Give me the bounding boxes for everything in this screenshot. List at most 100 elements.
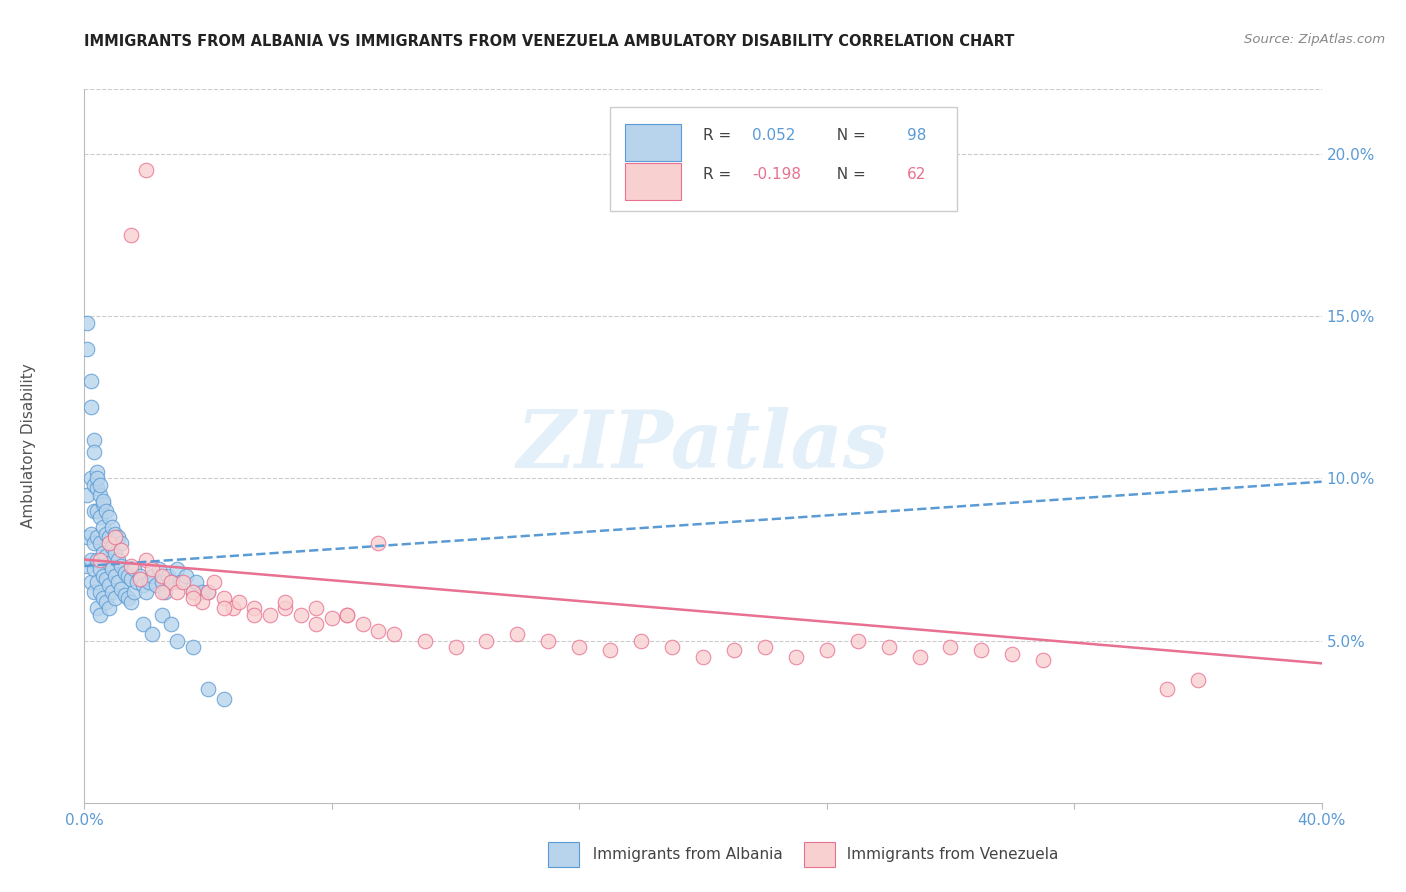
Text: 62: 62 bbox=[907, 168, 927, 182]
Point bbox=[110, 536, 132, 550]
Point bbox=[83, 504, 105, 518]
Point bbox=[79, 400, 101, 414]
Point bbox=[101, 585, 124, 599]
Point bbox=[76, 342, 98, 356]
Point bbox=[101, 520, 124, 534]
Point bbox=[274, 595, 297, 609]
Point bbox=[191, 585, 214, 599]
Text: ZIPatlas: ZIPatlas bbox=[517, 408, 889, 484]
Point bbox=[110, 542, 132, 557]
Point bbox=[98, 578, 121, 592]
Point bbox=[153, 585, 176, 599]
Point bbox=[169, 575, 191, 590]
Point bbox=[336, 607, 359, 622]
Point bbox=[107, 552, 129, 566]
Point bbox=[150, 575, 173, 590]
Point bbox=[160, 575, 183, 590]
Point bbox=[785, 649, 807, 664]
Point bbox=[846, 633, 869, 648]
Point bbox=[86, 575, 108, 590]
Point bbox=[877, 640, 900, 654]
Point bbox=[98, 556, 121, 570]
Point bbox=[166, 562, 188, 576]
Point bbox=[89, 585, 111, 599]
Point bbox=[120, 572, 142, 586]
Point bbox=[141, 562, 163, 576]
Point bbox=[305, 617, 328, 632]
Point bbox=[150, 585, 173, 599]
Point bbox=[89, 478, 111, 492]
Point bbox=[129, 568, 152, 582]
Point bbox=[89, 488, 111, 502]
Point bbox=[259, 607, 281, 622]
Point bbox=[160, 617, 183, 632]
Point bbox=[76, 530, 98, 544]
Point bbox=[754, 640, 776, 654]
Point bbox=[1156, 682, 1178, 697]
Text: R =: R = bbox=[703, 128, 737, 143]
Point bbox=[181, 585, 204, 599]
Point bbox=[290, 607, 312, 622]
Point bbox=[413, 633, 436, 648]
Point bbox=[94, 549, 117, 564]
Point bbox=[367, 624, 389, 638]
Point bbox=[79, 552, 101, 566]
Point bbox=[76, 488, 98, 502]
Point bbox=[117, 591, 139, 606]
Point bbox=[110, 582, 132, 596]
Point bbox=[89, 607, 111, 622]
Point bbox=[91, 520, 114, 534]
Point bbox=[86, 530, 108, 544]
Point bbox=[91, 591, 114, 606]
Point bbox=[135, 163, 157, 178]
Text: N =: N = bbox=[827, 128, 870, 143]
Point bbox=[122, 585, 145, 599]
Text: Source: ZipAtlas.com: Source: ZipAtlas.com bbox=[1244, 33, 1385, 46]
Point bbox=[107, 530, 129, 544]
Point bbox=[79, 526, 101, 541]
Point bbox=[138, 575, 160, 590]
Point bbox=[110, 559, 132, 574]
Point bbox=[367, 536, 389, 550]
Point bbox=[120, 228, 142, 243]
FancyBboxPatch shape bbox=[626, 163, 681, 200]
Point bbox=[132, 617, 155, 632]
Point bbox=[243, 601, 266, 615]
Point bbox=[79, 575, 101, 590]
Point bbox=[101, 540, 124, 554]
Point bbox=[352, 617, 374, 632]
Point bbox=[125, 575, 148, 590]
Point bbox=[101, 562, 124, 576]
Point bbox=[114, 588, 136, 602]
Point bbox=[76, 316, 98, 330]
Point bbox=[104, 591, 127, 606]
Point bbox=[939, 640, 962, 654]
Point bbox=[107, 575, 129, 590]
FancyBboxPatch shape bbox=[626, 124, 681, 161]
Point bbox=[83, 562, 105, 576]
Text: 0.052: 0.052 bbox=[752, 128, 796, 143]
Point bbox=[1032, 653, 1054, 667]
Point bbox=[114, 566, 136, 580]
Point bbox=[83, 478, 105, 492]
Point bbox=[150, 607, 173, 622]
Point bbox=[145, 578, 167, 592]
Point bbox=[98, 530, 121, 544]
Point bbox=[89, 552, 111, 566]
Point bbox=[212, 591, 235, 606]
Point bbox=[908, 649, 931, 664]
Point bbox=[444, 640, 467, 654]
Text: Immigrants from Venezuela: Immigrants from Venezuela bbox=[837, 847, 1057, 862]
Point bbox=[122, 562, 145, 576]
Point bbox=[89, 562, 111, 576]
Point bbox=[120, 559, 142, 574]
Point bbox=[166, 633, 188, 648]
Point bbox=[166, 585, 188, 599]
Point bbox=[86, 471, 108, 485]
Point bbox=[86, 465, 108, 479]
Point bbox=[83, 445, 105, 459]
Point bbox=[94, 504, 117, 518]
Point bbox=[91, 568, 114, 582]
Point bbox=[94, 572, 117, 586]
Point bbox=[537, 633, 560, 648]
